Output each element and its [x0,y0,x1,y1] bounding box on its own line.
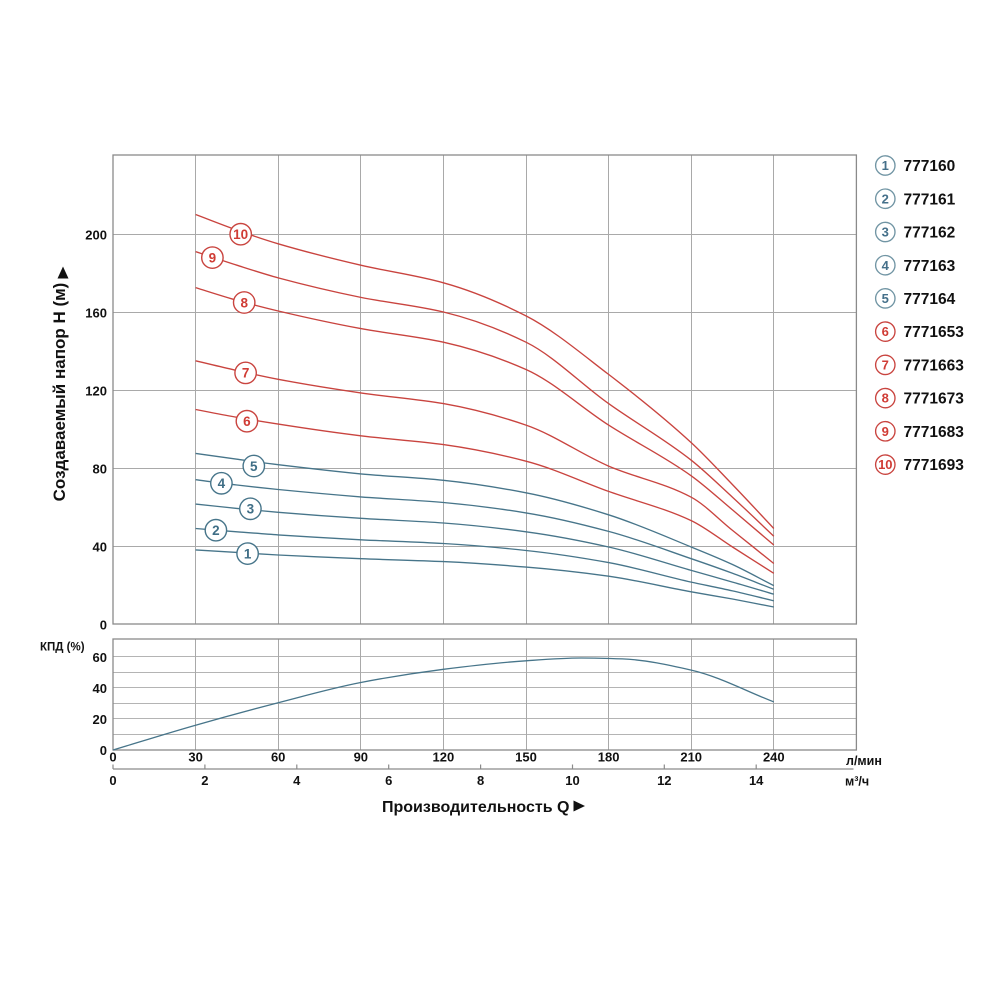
svg-text:7: 7 [242,366,250,381]
svg-text:30: 30 [188,750,202,765]
svg-text:8: 8 [882,391,889,406]
svg-text:7771673: 7771673 [904,391,965,408]
svg-text:80: 80 [93,462,107,477]
svg-text:777162: 777162 [904,225,956,242]
svg-text:5: 5 [250,459,258,474]
svg-text:7: 7 [882,358,889,373]
svg-text:9: 9 [882,424,889,439]
svg-text:200: 200 [85,228,107,243]
svg-text:120: 120 [433,750,455,765]
svg-text:5: 5 [882,291,889,306]
svg-text:4: 4 [218,476,226,491]
svg-text:14: 14 [749,773,764,788]
svg-text:60: 60 [93,650,107,665]
svg-text:40: 40 [93,540,107,555]
svg-text:КПД (%): КПД (%) [40,642,85,654]
svg-text:10: 10 [233,227,248,242]
svg-text:9: 9 [209,250,217,265]
svg-text:Создаваемый напор Н (м): Создаваемый напор Н (м) [50,283,69,502]
svg-text:7771693: 7771693 [904,457,965,474]
svg-text:л/мин: л/мин [846,754,882,768]
svg-text:150: 150 [515,750,537,765]
svg-text:6: 6 [385,773,392,788]
svg-text:20: 20 [93,712,107,727]
svg-text:8: 8 [240,295,248,310]
svg-text:3: 3 [247,502,255,517]
svg-text:777161: 777161 [904,191,956,208]
svg-text:777163: 777163 [904,258,956,275]
svg-text:210: 210 [680,750,702,765]
svg-text:10: 10 [878,457,892,472]
svg-text:180: 180 [598,750,620,765]
svg-text:120: 120 [85,384,107,399]
svg-text:7771653: 7771653 [904,324,965,341]
svg-text:8: 8 [477,773,484,788]
svg-text:2: 2 [212,523,220,538]
svg-text:Производительность Q: Производительность Q [382,799,569,816]
svg-text:777160: 777160 [904,158,956,175]
svg-text:10: 10 [565,773,579,788]
svg-text:40: 40 [93,681,107,696]
svg-text:0: 0 [109,773,116,788]
svg-text:777164: 777164 [904,291,956,308]
svg-text:4: 4 [293,773,301,788]
svg-text:6: 6 [243,414,251,429]
svg-text:7771663: 7771663 [904,358,965,375]
svg-text:4: 4 [882,258,890,273]
svg-text:12: 12 [657,773,671,788]
svg-text:2: 2 [201,773,208,788]
svg-text:м³/ч: м³/ч [845,775,869,789]
svg-text:6: 6 [882,324,889,339]
svg-text:60: 60 [271,750,285,765]
svg-text:240: 240 [763,750,785,765]
svg-text:1: 1 [882,158,889,173]
svg-text:0: 0 [109,750,116,765]
svg-text:1: 1 [244,546,252,561]
svg-text:0: 0 [100,618,107,633]
svg-text:90: 90 [354,750,368,765]
svg-text:2: 2 [882,191,889,206]
svg-text:160: 160 [85,306,107,321]
svg-text:0: 0 [100,743,107,758]
svg-text:7771683: 7771683 [904,424,965,441]
svg-text:3: 3 [882,225,889,240]
